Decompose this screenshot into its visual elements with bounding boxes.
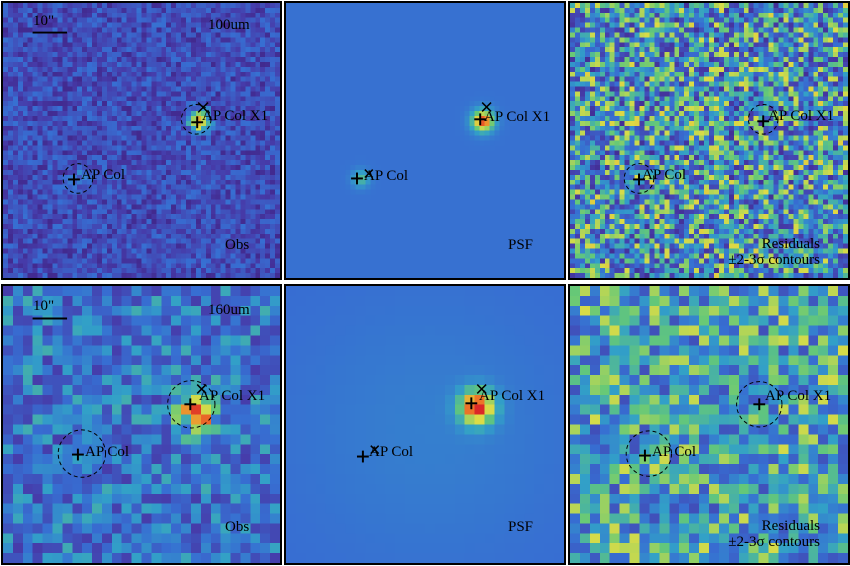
band-label: 100um bbox=[208, 17, 250, 33]
x-marker-primary bbox=[196, 384, 207, 394]
residual-image-100um bbox=[570, 3, 848, 278]
x-marker-primary bbox=[481, 102, 492, 112]
source-label-secondary: AP Col bbox=[652, 444, 697, 460]
source-label-secondary: AP Col bbox=[369, 444, 414, 460]
obs-image-160um bbox=[3, 286, 280, 563]
source-label-secondary: AP Col bbox=[81, 167, 126, 183]
aperture-circle-primary bbox=[747, 104, 779, 135]
aperture-circle-primary bbox=[167, 380, 216, 429]
obs-image-100um bbox=[3, 3, 280, 278]
overlay-obs-100um bbox=[32, 31, 212, 194]
cross-marker-primary bbox=[191, 116, 204, 129]
panel-label-psf: PSF bbox=[508, 237, 534, 253]
x-marker-primary bbox=[476, 384, 487, 394]
source-label-secondary: AP Col bbox=[364, 168, 409, 184]
x-marker-secondary bbox=[364, 169, 374, 178]
source-label-secondary: AP Col bbox=[85, 444, 130, 460]
scale-label: 10" bbox=[33, 13, 55, 29]
cross-marker-primary bbox=[753, 398, 766, 411]
source-label-primary: AP Col X1 bbox=[768, 108, 835, 124]
cross-marker-primary bbox=[184, 398, 197, 411]
psf-image-160um bbox=[286, 286, 564, 563]
residuals-label: Residuals bbox=[761, 518, 820, 534]
residuals-label: Residuals bbox=[761, 236, 820, 252]
cross-marker-primary bbox=[474, 113, 487, 126]
band-label: 160um bbox=[208, 302, 250, 318]
source-label-primary: AP Col X1 bbox=[479, 388, 546, 404]
aperture-circle-secondary bbox=[62, 163, 94, 194]
panel-obs-100um: 10" 100um AP Col X1 AP Col Obs bbox=[1, 1, 282, 280]
panel-obs-160um: 10" 160um AP Col X1 AP Col Obs bbox=[1, 284, 282, 565]
panel-label-obs: Obs bbox=[225, 519, 250, 535]
source-label-primary: AP Col X1 bbox=[202, 108, 269, 124]
cross-marker-primary bbox=[757, 115, 770, 128]
cross-marker-primary bbox=[465, 397, 478, 410]
x-marker-secondary bbox=[370, 445, 380, 455]
aperture-circle-primary bbox=[736, 381, 783, 428]
source-label-primary: AP Col X1 bbox=[484, 109, 551, 125]
panel-psf-160um: AP Col X1 AP Col PSF bbox=[284, 284, 566, 565]
aperture-circle-primary bbox=[180, 104, 212, 135]
contours-label: ±2-3σ contours bbox=[728, 534, 820, 550]
cross-marker-secondary bbox=[68, 173, 80, 186]
cross-marker-secondary bbox=[639, 449, 651, 462]
panel-residuals-100um: AP Col X1 AP Col Residuals ±2-3σ contour… bbox=[568, 1, 850, 280]
x-marker-primary bbox=[197, 102, 209, 113]
overlay-psf-100um bbox=[351, 102, 492, 185]
panel-label-psf: PSF bbox=[508, 519, 534, 535]
source-label-primary: AP Col X1 bbox=[765, 388, 832, 404]
cross-marker-secondary bbox=[351, 172, 363, 185]
residual-image-160um bbox=[570, 286, 848, 563]
aperture-circle-secondary bbox=[623, 163, 655, 194]
aperture-circle-secondary bbox=[57, 429, 107, 478]
cross-marker-secondary bbox=[356, 450, 369, 463]
overlay-psf-160um bbox=[356, 384, 487, 463]
source-label-primary: AP Col X1 bbox=[199, 388, 266, 404]
panel-psf-100um: AP Col X1 AP Col PSF bbox=[284, 1, 566, 280]
source-label-secondary: AP Col bbox=[642, 167, 687, 183]
contours-label: ±2-3σ contours bbox=[728, 252, 820, 268]
aperture-circle-secondary bbox=[625, 430, 673, 477]
panel-label-obs: Obs bbox=[225, 237, 250, 253]
cross-marker-secondary bbox=[72, 448, 84, 461]
overlay-obs-160um bbox=[32, 317, 216, 478]
overlay-res-160um bbox=[625, 381, 783, 477]
panel-residuals-160um: AP Col X1 AP Col Residuals ±2-3σ contour… bbox=[568, 284, 850, 565]
overlay-res-100um bbox=[623, 104, 779, 194]
scale-label: 10" bbox=[33, 298, 55, 314]
psf-image-100um bbox=[286, 3, 564, 278]
cross-marker-secondary bbox=[633, 173, 645, 186]
